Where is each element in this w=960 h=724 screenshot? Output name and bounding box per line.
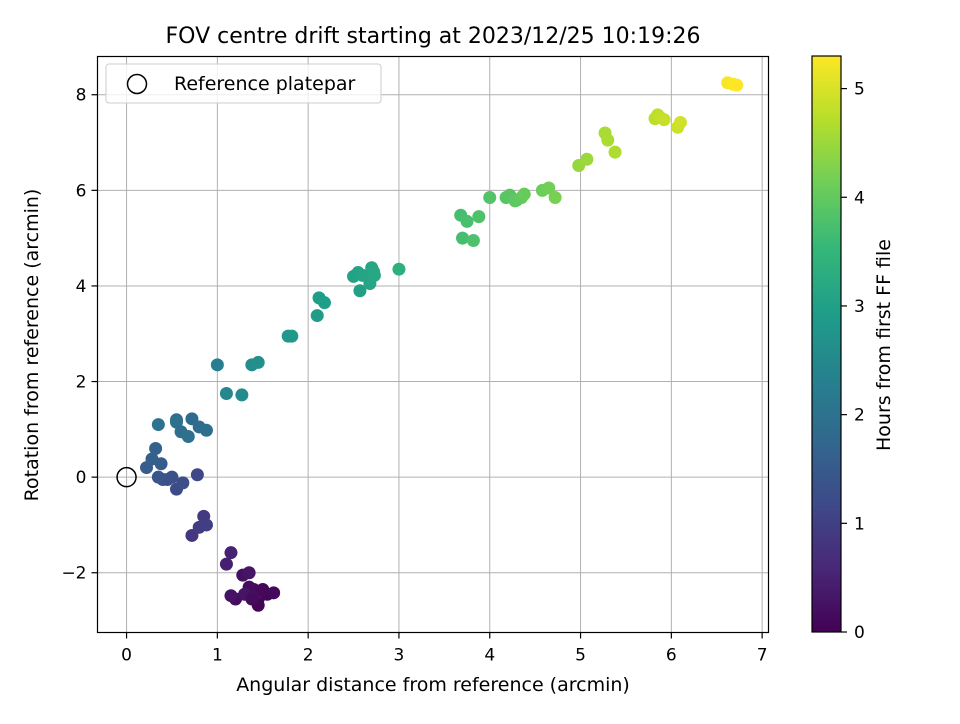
reference-marker [116,466,137,488]
data-point [657,113,671,127]
data-point [548,191,562,205]
colorbar-gradient [812,56,841,632]
x-axis-label: Angular distance from reference (arcmin) [236,674,630,696]
data-point [367,268,381,282]
colorbar-label: Hours from first FF file [873,239,895,451]
data-point [242,566,256,580]
y-tick-label: 6 [76,181,87,201]
data-point [542,181,556,195]
data-point [392,262,406,276]
data-point [285,329,299,343]
chart-title: FOV centre drift starting at 2023/12/25 … [166,24,701,49]
x-tick-label: 1 [212,646,223,666]
data-point [224,589,238,603]
data-point [190,468,204,482]
colorbar-tick-label: 5 [854,80,865,100]
colorbar-tick-label: 2 [854,406,865,426]
data-point [317,296,331,310]
data-point [154,457,168,471]
data-point [235,388,249,402]
plot-frame [96,55,770,634]
x-tick-label: 4 [484,646,495,666]
x-tick-label: 7 [757,646,768,666]
grid [97,56,769,633]
data-point [169,415,183,429]
data-point [472,210,486,224]
data-point [353,284,367,298]
y-tick-label: −2 [61,564,86,584]
data-point [199,518,213,532]
data-point [245,592,259,606]
y-axis-label: Rotation from reference (arcmin) [21,189,43,502]
colorbar-tick-label: 3 [854,297,865,317]
colorbar: 0 1 2 3 4 5 Hours from first FF file [811,55,895,643]
y-tick-label: 2 [76,373,87,393]
data-point [181,430,195,444]
data-point [151,470,165,484]
data-point [224,546,238,560]
axis-ticks: 0 1 2 3 4 5 6 7 −2 0 2 4 6 8 [61,86,767,666]
y-tick-label: 0 [76,468,87,488]
data-point [210,358,224,372]
y-tick-label: 8 [76,86,87,106]
data-point [199,423,213,437]
x-tick-label: 3 [394,646,405,666]
data-point [219,557,233,571]
data-point [251,355,265,369]
colorbar-frame [811,55,842,633]
colorbar-ticks: 0 1 2 3 4 5 [841,80,865,643]
data-point [483,191,497,205]
x-tick-label: 6 [666,646,677,666]
data-points [116,76,744,612]
data-point [267,586,281,600]
legend-box [105,63,382,104]
legend-label: Reference platepar [174,73,356,95]
data-point [466,234,480,248]
data-point [517,187,531,201]
data-point [460,214,474,228]
data-point [151,418,165,432]
data-point [310,309,324,323]
data-point [580,152,594,166]
data-point [219,386,233,400]
x-tick-label: 0 [121,646,132,666]
data-point [176,476,190,490]
data-point [608,145,622,159]
colorbar-tick-label: 1 [854,514,865,534]
x-tick-label: 2 [303,646,314,666]
data-point [601,133,615,147]
data-point [730,78,744,92]
colorbar-tick-label: 4 [854,188,865,208]
legend: Reference platepar [105,63,382,104]
y-tick-label: 4 [76,277,87,297]
data-point [456,231,470,245]
colorbar-tick-label: 0 [854,623,865,643]
legend-marker [126,73,148,95]
data-point [673,115,687,129]
x-tick-label: 5 [575,646,586,666]
data-point [149,441,163,455]
data-point [256,582,270,596]
